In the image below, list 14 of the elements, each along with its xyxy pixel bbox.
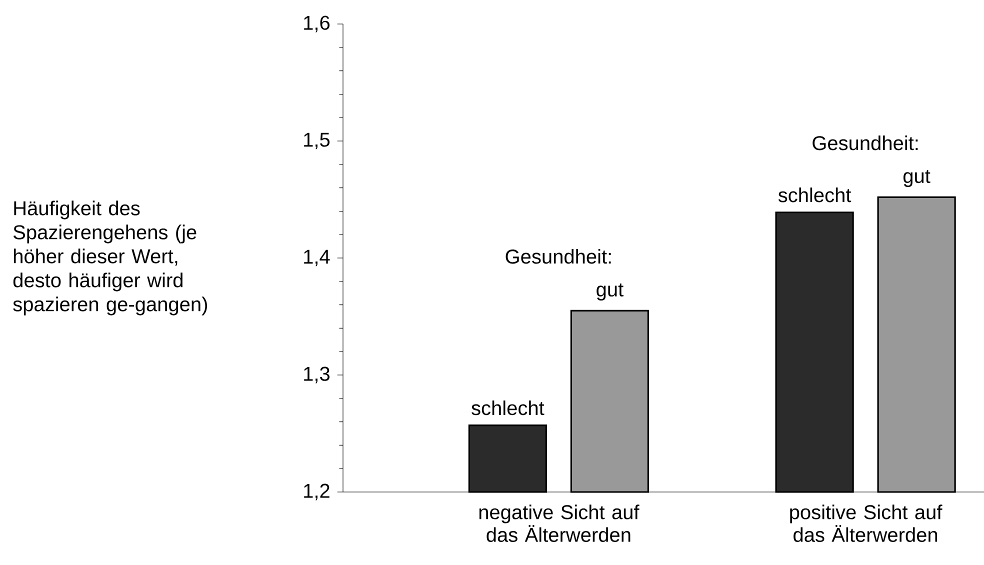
- text: schlecht: [778, 188, 852, 202]
- series-label: schlecht: [472, 400, 544, 416]
- legend-title: Gesundheit:: [506, 249, 611, 264]
- series-label: gut: [903, 170, 930, 188]
- y-tick-label: 1,3: [304, 366, 330, 384]
- x-tick-label: negative Sicht auf das Älterwerden: [479, 504, 640, 542]
- x-tick-label: positive Sicht auf das Älterwerden: [790, 504, 942, 542]
- y-tick-label: 1,2: [304, 484, 330, 500]
- y-tick-label: 1,6: [304, 16, 330, 32]
- y-tick-label: 1,5: [304, 132, 330, 150]
- y-tick-label: 1,4: [304, 250, 330, 266]
- text: Gesundheit:: [812, 136, 918, 150]
- y-axis-title: Häufigkeit des Spazierengehens (je höher dieser Wert, desto häufiger wird spazieren ge-gangen): [13, 200, 207, 316]
- text: gut: [596, 283, 624, 301]
